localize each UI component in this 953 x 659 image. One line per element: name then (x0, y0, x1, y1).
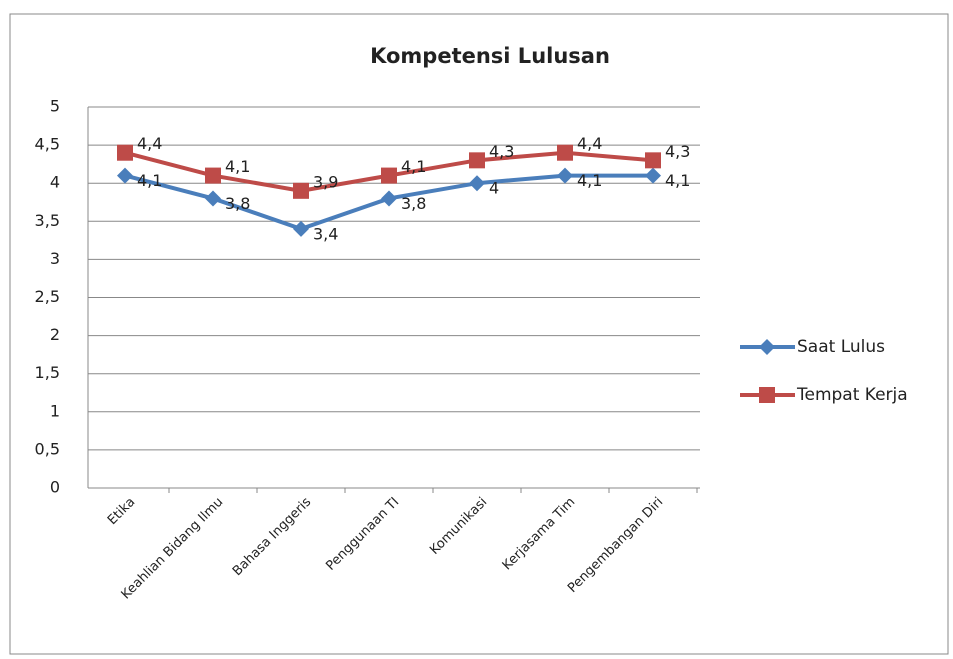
y-tick-label: 3,5 (35, 211, 60, 230)
y-tick-label: 0,5 (35, 439, 60, 458)
diamond-marker (117, 167, 133, 184)
series: 4,4 4,1 3,9 4,1 4,3 4,4 4,3 (117, 134, 690, 199)
square-marker (645, 152, 661, 169)
square-marker (117, 144, 133, 161)
data-label: 4,1 (137, 171, 162, 190)
legend-label: Saat Lulus (797, 337, 885, 357)
legend-label: Tempat Kerja (796, 385, 908, 405)
data-label: 4,1 (401, 157, 426, 176)
data-label: 4,1 (665, 171, 690, 190)
data-label: 3,8 (225, 194, 250, 213)
data-label: 4,3 (489, 142, 514, 161)
data-label: 4,3 (665, 142, 690, 161)
diamond-marker (381, 190, 397, 207)
y-tick-label: 4,5 (35, 135, 60, 154)
square-marker (381, 167, 397, 184)
y-tick-label: 0 (50, 478, 60, 497)
data-label: 4,4 (577, 134, 602, 153)
y-tick-label: 1,5 (35, 363, 60, 382)
y-tick-label: 1 (50, 401, 60, 420)
data-label: 3,8 (401, 194, 426, 213)
legend-marker (759, 339, 775, 355)
square-marker (293, 182, 309, 199)
data-label: 4,4 (137, 134, 162, 153)
diamond-marker (469, 175, 485, 192)
square-marker (557, 144, 573, 161)
diamond-marker (645, 167, 661, 184)
diamond-marker (293, 220, 309, 237)
square-marker (469, 152, 485, 169)
y-tick-label: 3 (50, 249, 60, 268)
data-label: 4,1 (577, 171, 602, 190)
data-label: 3,4 (313, 224, 338, 243)
series: 4,1 3,8 3,4 3,8 4 4,1 4,1 (117, 167, 690, 243)
diamond-marker (557, 167, 573, 184)
chart-frame (9, 13, 949, 655)
data-label: 4,1 (225, 157, 250, 176)
diamond-marker (205, 190, 221, 207)
y-tick-label: 5 (50, 97, 60, 116)
data-label: 4 (489, 179, 499, 198)
square-marker (205, 167, 221, 184)
y-tick-label: 2,5 (35, 287, 60, 306)
y-tick-label: 2 (50, 325, 60, 344)
legend-marker (759, 387, 775, 403)
chart-title: Kompetensi Lulusan (370, 44, 610, 68)
data-label: 3,9 (313, 172, 338, 191)
y-tick-label: 4 (50, 173, 60, 192)
